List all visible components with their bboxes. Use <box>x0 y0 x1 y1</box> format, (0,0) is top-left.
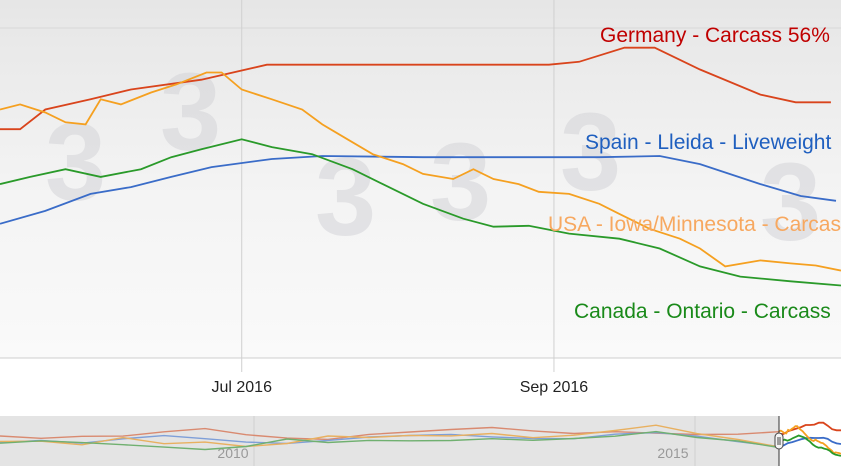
series-line-1[interactable] <box>0 155 837 225</box>
series-line-2[interactable] <box>0 71 841 272</box>
series-line-3[interactable] <box>0 138 841 287</box>
svg-text:3: 3 <box>315 136 376 259</box>
navigator-selected-series-0 <box>779 421 841 435</box>
series-label: Germany - Carcass 56% <box>600 24 830 47</box>
svg-text:3: 3 <box>45 101 106 224</box>
svg-text:3: 3 <box>160 51 221 174</box>
svg-text:3: 3 <box>760 141 821 264</box>
navigator-selected-series-2 <box>778 425 841 455</box>
navigator-handle[interactable] <box>774 432 784 450</box>
navigator[interactable]: 2010 2015 <box>0 416 841 466</box>
series-label: USA - Iowa/Minnesota - Carcass <box>548 213 841 236</box>
plot-background <box>0 0 841 358</box>
navigator-series-3 <box>0 430 780 451</box>
x-tick-label: Sep 2016 <box>520 379 589 396</box>
series-label: Spain - Lleida - Liveweight <box>585 131 831 154</box>
navigator-tick-label: 2010 <box>217 445 248 461</box>
x-tick-label: Jul 2016 <box>211 379 272 396</box>
navigator-tick-label: 2015 <box>657 445 688 461</box>
svg-text:3: 3 <box>430 121 491 244</box>
navigator-selected-series-3 <box>778 434 841 457</box>
navigator-series-2 <box>0 424 780 448</box>
series-line-0[interactable] <box>0 46 831 131</box>
series-label: Canada - Ontario - Carcass <box>574 300 831 323</box>
